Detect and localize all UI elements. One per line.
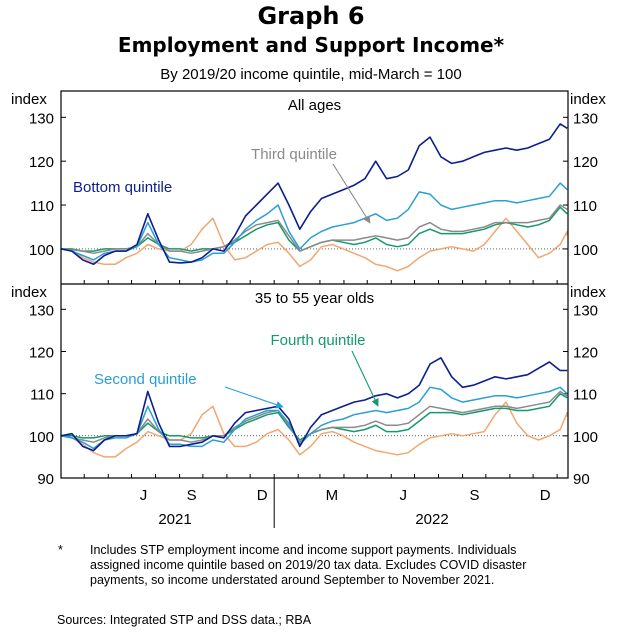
y-axis-label-right-all-ages: index: [570, 91, 606, 108]
panel-title-all-ages: All ages: [288, 97, 341, 114]
y-axis-label-left-all-ages: index: [11, 91, 47, 108]
chart-title: Graph 6: [257, 2, 365, 30]
series-line-third-all-ages: [60, 204, 568, 255]
annotation-second-quintile: Second quintile: [94, 371, 197, 388]
series-line-top-all-ages: [60, 217, 568, 272]
y-tick-label-left-35-55: 130: [29, 302, 54, 319]
y-tick-label-left-all-ages: 130: [29, 110, 54, 127]
y-tick-label-right-35-55: 130: [573, 302, 598, 319]
y-tick-label-right-35-55: 120: [573, 344, 598, 361]
y-tick-label-left-35-55: 100: [29, 429, 54, 446]
y-tick-label-right-all-ages: 100: [573, 242, 598, 259]
y-axis-label-right-35-55: index: [570, 284, 606, 301]
year-label: 2021: [158, 511, 191, 528]
y-tick-label-right-35-55: 90: [573, 471, 590, 488]
chart-subtitle: Employment and Support Income*: [117, 33, 505, 57]
year-label: 2022: [415, 511, 448, 528]
y-tick-label-left-all-ages: 110: [30, 198, 54, 215]
series-line-second-all-ages: [60, 182, 568, 263]
series-line-top-35-55: [60, 401, 568, 458]
series-line-bottom-all-ages: [60, 123, 568, 266]
y-tick-label-left-35-55: 120: [29, 344, 54, 361]
y-tick-label-right-35-55: 100: [573, 429, 598, 446]
series-line-bottom-35-55: [60, 356, 568, 452]
y-tick-label-left-35-55: 110: [30, 387, 54, 404]
y-tick-label-left-all-ages: 120: [29, 154, 54, 171]
annotation-bottom-quintile: Bottom quintile: [73, 179, 172, 196]
annotation-arrow-third: [332, 163, 371, 224]
y-tick-label-left-all-ages: 100: [29, 242, 54, 259]
annotation-third-quintile: Third quintile: [251, 146, 337, 163]
series-line-third-35-55: [60, 390, 568, 443]
annotation-arrow-fourth: [351, 350, 379, 407]
y-tick-label-right-all-ages: 130: [573, 110, 598, 127]
y-tick-label-left-35-55: 90: [37, 471, 54, 488]
sources-note: Sources: Integrated STP and DSS data.; R…: [57, 613, 312, 627]
x-tick-label: J: [140, 487, 148, 504]
x-tick-label: D: [540, 487, 551, 504]
x-tick-label: J: [399, 487, 407, 504]
x-tick-label: S: [470, 487, 480, 504]
x-tick-label: D: [257, 487, 268, 504]
footnote-text: Includes STP employment income and incom…: [90, 543, 527, 587]
y-axis-label-left-35-55: index: [11, 284, 47, 301]
x-tick-label: M: [326, 487, 339, 504]
series-line-second-35-55: [60, 386, 568, 450]
footnote-marker: *: [58, 543, 63, 557]
y-tick-label-right-all-ages: 110: [573, 198, 597, 215]
panel-title-35-55: 35 to 55 year olds: [255, 290, 374, 307]
annotation-arrow-second: [224, 386, 284, 409]
chart-caption: By 2019/20 income quintile, mid-March = …: [160, 66, 462, 83]
y-tick-label-right-all-ages: 120: [573, 154, 598, 171]
annotation-fourth-quintile: Fourth quintile: [270, 332, 365, 349]
x-tick-label: S: [187, 487, 197, 504]
y-tick-label-right-35-55: 110: [573, 387, 597, 404]
